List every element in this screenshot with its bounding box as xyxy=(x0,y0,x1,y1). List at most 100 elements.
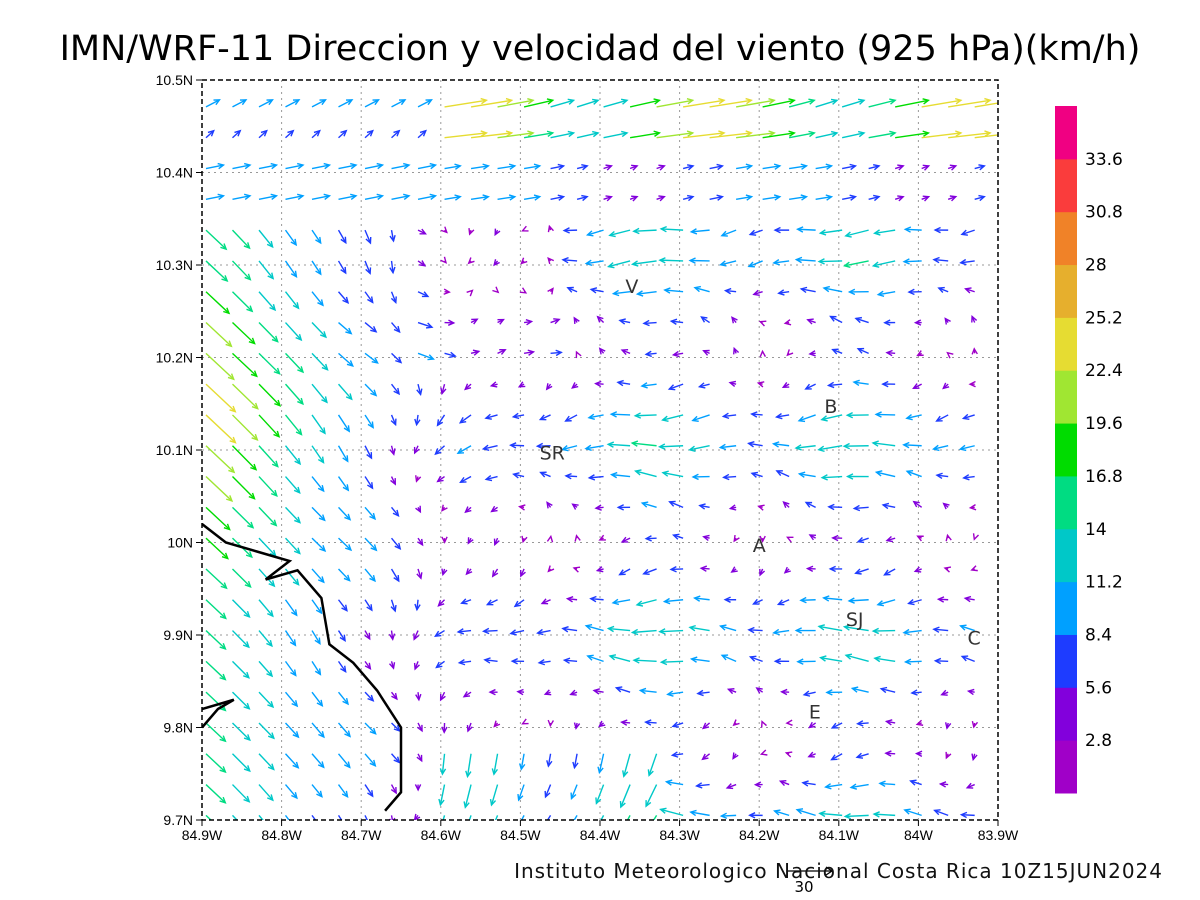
wind-vector xyxy=(843,812,869,820)
wind-vector xyxy=(772,628,790,636)
wind-vector xyxy=(311,691,324,708)
wind-vector xyxy=(231,691,251,710)
wind-vector xyxy=(736,130,776,139)
colorbar-label: 25.2 xyxy=(1085,308,1123,328)
x-tick-label: 84.3W xyxy=(659,827,700,843)
wind-vector xyxy=(775,470,790,478)
wind-vector xyxy=(511,412,525,420)
wind-vector xyxy=(444,319,456,326)
wind-vector xyxy=(632,227,657,235)
wind-vector xyxy=(439,753,447,776)
wind-vector xyxy=(789,194,809,201)
wind-vector xyxy=(944,317,951,325)
wind-vector xyxy=(946,351,954,359)
wind-vector xyxy=(550,130,576,139)
wind-vector xyxy=(284,784,298,800)
wind-vector xyxy=(748,655,763,663)
wind-vector xyxy=(756,381,765,388)
wind-vector xyxy=(596,315,605,324)
wind-vector xyxy=(575,350,582,359)
wind-vector xyxy=(205,229,228,251)
wind-vector xyxy=(311,352,329,371)
wind-vector xyxy=(232,162,252,170)
wind-vector xyxy=(876,290,896,297)
wind-vector xyxy=(788,130,816,139)
wind-vector xyxy=(337,599,348,612)
wind-vector xyxy=(232,322,256,345)
wind-vector xyxy=(231,260,252,281)
wind-vector xyxy=(436,475,445,483)
wind-vector xyxy=(284,630,297,647)
wind-vector xyxy=(391,129,401,139)
wind-vector xyxy=(719,812,737,820)
wind-vector xyxy=(520,257,528,265)
wind-vector xyxy=(630,260,657,267)
wind-vector xyxy=(415,505,422,514)
wind-vector xyxy=(726,688,737,695)
wind-vector xyxy=(597,753,605,775)
wind-vector xyxy=(618,568,631,576)
wind-vector xyxy=(797,471,816,478)
wind-vector xyxy=(205,814,212,820)
wind-vector xyxy=(933,226,949,234)
wind-vector xyxy=(757,504,765,511)
wind-vector xyxy=(587,474,604,481)
reference-vector: 30 xyxy=(788,866,834,896)
wind-vector xyxy=(782,501,790,509)
wind-vector xyxy=(441,504,448,512)
wind-vector xyxy=(786,536,794,543)
wind-vector xyxy=(205,660,227,681)
wind-vector xyxy=(205,99,221,108)
place-labels: V B SR A SJ C E xyxy=(540,276,981,724)
wind-vector xyxy=(777,289,790,296)
wind-vector xyxy=(513,599,525,608)
colorbar-swatch xyxy=(1055,581,1077,635)
wind-vector xyxy=(562,227,578,234)
wind-vector xyxy=(827,503,843,511)
wind-vector xyxy=(788,98,816,108)
wind-vector xyxy=(364,691,375,702)
wind-vector xyxy=(467,257,475,265)
wind-vector xyxy=(841,130,866,139)
wind-vector xyxy=(258,260,275,280)
wind-vector xyxy=(491,568,499,578)
wind-vector xyxy=(414,414,421,427)
wind-vector xyxy=(470,130,514,139)
wind-vector xyxy=(488,688,498,696)
wind-vector xyxy=(638,687,657,695)
wind-vector xyxy=(205,129,215,139)
wind-vector xyxy=(284,322,303,342)
wind-vector xyxy=(364,229,372,245)
wind-vector xyxy=(489,784,499,807)
wind-vector xyxy=(831,348,843,355)
wind-vector xyxy=(467,537,474,545)
wind-vector xyxy=(205,753,227,774)
wind-vector xyxy=(916,350,924,357)
wind-vector xyxy=(364,383,378,397)
wind-vector xyxy=(584,444,604,452)
wind-vector xyxy=(883,319,896,326)
wind-vector xyxy=(970,565,978,572)
wind-vector xyxy=(921,97,963,108)
wind-vector xyxy=(894,195,905,202)
y-tick-label: 9.7N xyxy=(163,812,193,828)
wind-vector xyxy=(441,568,448,577)
wind-vector xyxy=(232,193,252,201)
wind-vector xyxy=(616,379,631,387)
wind-vector xyxy=(364,784,374,798)
wind-vector xyxy=(728,504,737,511)
wind-vector xyxy=(968,504,977,511)
wind-vector xyxy=(728,380,737,388)
wind-vector xyxy=(231,568,252,588)
wind-vector xyxy=(364,352,379,364)
wind-vector xyxy=(417,291,430,298)
wind-vector xyxy=(965,782,975,789)
wind-vector xyxy=(844,229,869,238)
wind-vector xyxy=(682,164,695,171)
wind-vectors xyxy=(205,97,998,820)
wind-vector xyxy=(284,383,304,406)
wind-vector xyxy=(571,503,579,510)
wind-vector xyxy=(585,229,604,237)
wind-vector xyxy=(697,382,710,389)
wind-vector xyxy=(852,504,869,512)
